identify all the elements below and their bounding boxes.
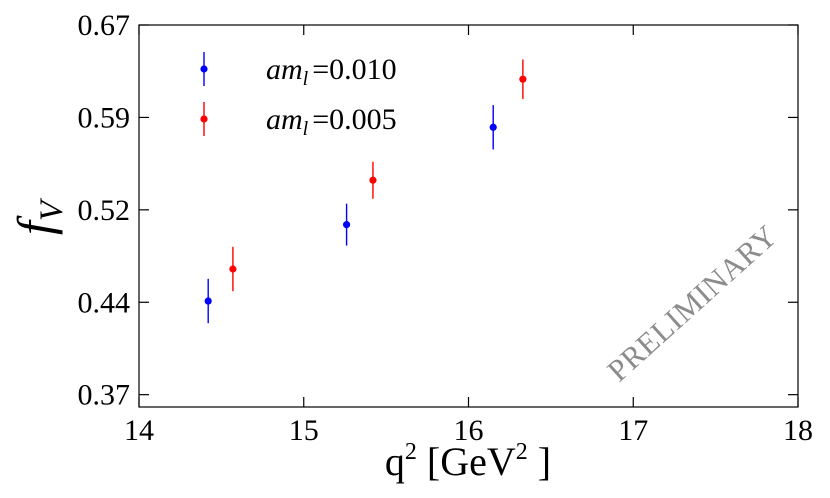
series-2 — [229, 59, 527, 292]
legend-marker — [200, 65, 208, 73]
y-axis-ticks: 0.37 0.44 0.52 0.59 0.67 — [78, 9, 798, 412]
legend: aml =0.010 aml =0.005 — [200, 52, 397, 140]
data-point — [489, 123, 497, 131]
legend-entry-1: aml =0.010 — [200, 52, 397, 90]
legend-label: aml =0.010 — [266, 53, 397, 90]
x-axis-ticks: 14 15 16 17 18 — [124, 25, 813, 447]
data-point — [229, 265, 237, 273]
y-tick-label: 0.67 — [78, 9, 131, 42]
x-tick-label: 17 — [618, 414, 648, 447]
y-tick-label: 0.37 — [78, 379, 131, 412]
data-point — [204, 297, 212, 305]
x-tick-label: 15 — [289, 414, 319, 447]
y-tick-label: 0.44 — [78, 286, 131, 319]
legend-label: aml =0.005 — [266, 103, 397, 140]
x-tick-label: 16 — [454, 414, 484, 447]
data-point — [369, 176, 377, 184]
x-axis-title: q2 [GeV2 ] — [385, 439, 551, 484]
x-tick-label: 14 — [124, 414, 154, 447]
legend-marker — [200, 115, 208, 123]
data-points — [204, 59, 527, 324]
legend-entry-2: aml =0.005 — [200, 102, 397, 140]
plot-area — [138, 24, 799, 408]
data-point — [342, 221, 351, 229]
y-tick-label: 0.52 — [78, 194, 131, 227]
series-1 — [204, 105, 497, 324]
y-axis-title: fV — [7, 197, 70, 235]
y-tick-label: 0.59 — [78, 101, 131, 134]
x-tick-label: 18 — [783, 414, 813, 447]
data-point — [519, 75, 527, 83]
